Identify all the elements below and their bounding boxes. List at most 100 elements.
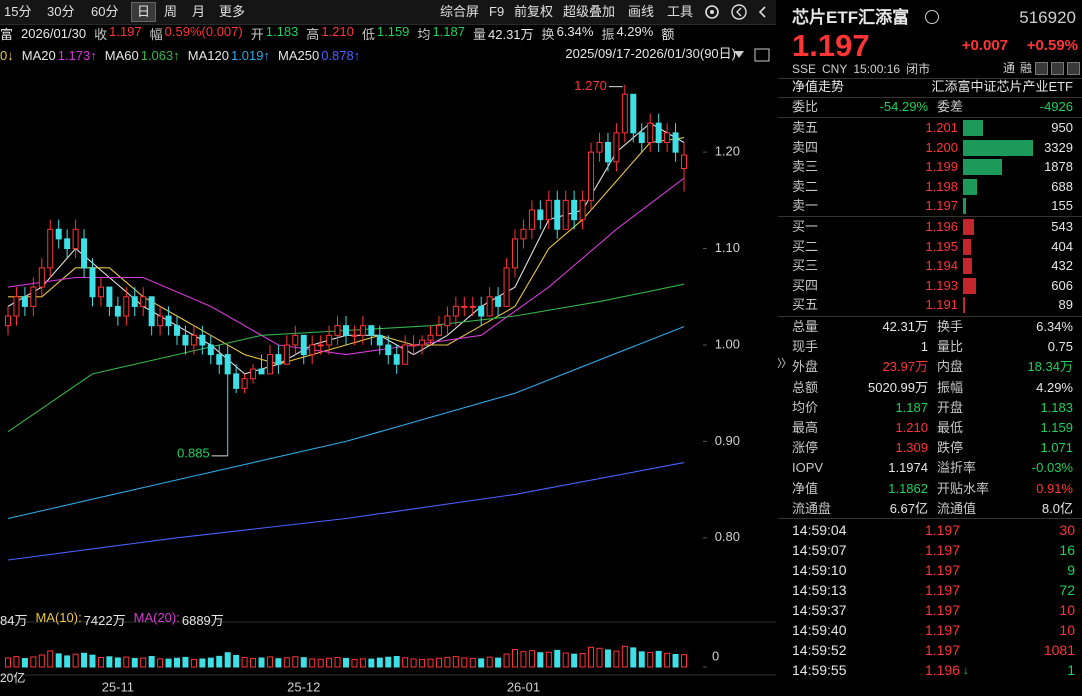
period-tab[interactable]: 更多 bbox=[219, 4, 246, 19]
volume-bar bbox=[114, 657, 121, 668]
back-icon[interactable] bbox=[731, 4, 747, 20]
candle-body bbox=[21, 296, 28, 307]
period-tab[interactable]: 日 bbox=[131, 2, 157, 22]
stat-value: 1.071 bbox=[1040, 440, 1073, 456]
stat-label: 现手 bbox=[792, 339, 819, 355]
stat-label: 开贴水率 bbox=[937, 480, 990, 496]
book-volume: 404 bbox=[1051, 238, 1073, 254]
candle-body bbox=[630, 93, 637, 134]
book-label: 卖三 bbox=[792, 159, 819, 175]
tool-button[interactable]: 工具 bbox=[667, 4, 694, 19]
ma-name: MA60 bbox=[104, 47, 139, 63]
tool-button[interactable]: 前复权 bbox=[514, 4, 554, 19]
trade-time: 14:59:07 bbox=[792, 542, 847, 558]
tool-button[interactable]: 超级叠加 bbox=[563, 4, 616, 19]
ma-line bbox=[7, 462, 685, 561]
security-name: 芯片ETF汇添富 bbox=[792, 7, 910, 27]
book-price: 1.196 bbox=[925, 219, 958, 234]
volume-bar bbox=[655, 650, 662, 668]
info-value: 6.34% bbox=[556, 23, 594, 39]
book-volume: 89 bbox=[1058, 297, 1073, 313]
info-pair: 幅 0.59%(0.007) bbox=[150, 24, 243, 43]
book-label: 卖四 bbox=[792, 139, 819, 155]
market-line: SSE CNY 15:00:16 闭市 bbox=[792, 61, 930, 77]
volume-bar bbox=[664, 652, 671, 668]
stat-value: 6.67亿 bbox=[889, 500, 928, 516]
book-price: 1.199 bbox=[925, 159, 958, 175]
info-icon[interactable] bbox=[925, 10, 939, 24]
ma-legend-item: MA250 0.878↑ bbox=[278, 48, 360, 63]
candle-body bbox=[435, 325, 442, 336]
separator bbox=[778, 216, 1082, 217]
book-price: 1.197 bbox=[925, 198, 958, 214]
stat-value: 4.29% bbox=[1036, 379, 1073, 395]
book-volume: 543 bbox=[1051, 219, 1073, 234]
volume-bar bbox=[207, 657, 214, 668]
tool-button[interactable]: F9 bbox=[489, 4, 505, 19]
expand-icon[interactable] bbox=[777, 355, 787, 371]
stat-label: 溢折率 bbox=[937, 460, 977, 476]
volume-bar bbox=[596, 647, 603, 668]
candle-body bbox=[241, 378, 248, 389]
volume-legend-item: MA(10): 7422万 bbox=[35, 610, 125, 629]
period-tab[interactable]: 15分 bbox=[4, 4, 32, 19]
candle-body bbox=[89, 267, 96, 298]
book-price: 1.201 bbox=[925, 120, 958, 135]
info-label: 高 bbox=[306, 26, 320, 42]
candle-body bbox=[157, 315, 164, 327]
settings-icon[interactable] bbox=[705, 5, 719, 19]
nav-link[interactable]: 净值走势 bbox=[792, 79, 845, 94]
info-line: 富 2026/01/30 收 1.197 幅 0.59%(0.007) 开 1.183 高 1.2… bbox=[0, 23, 776, 43]
candle-body bbox=[469, 305, 476, 308]
period-tab[interactable]: 月 bbox=[192, 4, 206, 19]
candle-body bbox=[503, 267, 510, 307]
volume-bar bbox=[182, 656, 189, 668]
separator bbox=[778, 97, 1082, 98]
collapse-icon[interactable] bbox=[758, 6, 766, 18]
stat-value: 1.210 bbox=[895, 420, 928, 435]
volume-bar bbox=[410, 658, 417, 668]
volume-bar bbox=[537, 652, 544, 668]
volume-bar bbox=[579, 652, 586, 668]
volume-bar bbox=[334, 657, 341, 668]
period-tab[interactable]: 60分 bbox=[91, 4, 119, 19]
tool-button[interactable]: 画线 bbox=[628, 4, 655, 19]
x-tick-label: 26-01 bbox=[507, 679, 540, 694]
candle-body bbox=[528, 209, 535, 230]
info-label: 量 bbox=[472, 26, 486, 42]
stat-label: 外盘 bbox=[792, 359, 819, 375]
ratio-value: -4926 bbox=[1039, 99, 1073, 114]
volume-bar bbox=[224, 652, 231, 668]
tool-button[interactable]: 综合屏 bbox=[440, 4, 480, 19]
info-value: 42.31万 bbox=[488, 26, 534, 42]
dropdown-icon[interactable] bbox=[734, 51, 744, 58]
expand-chevrons bbox=[777, 357, 786, 369]
period-tab[interactable]: 30分 bbox=[47, 4, 75, 19]
trade-price: 1.196 bbox=[924, 662, 960, 678]
candle-body bbox=[512, 238, 518, 269]
volume-bar bbox=[343, 657, 349, 668]
volume-bar bbox=[131, 657, 138, 668]
back-icon-chevron bbox=[736, 7, 742, 17]
candle-body bbox=[419, 339, 426, 346]
stat-label: 开盘 bbox=[937, 399, 964, 415]
candle-body bbox=[376, 334, 383, 346]
trade-price: 1.197 bbox=[924, 522, 960, 538]
volume-ma-name: MA(20): bbox=[133, 609, 180, 625]
info-pair: 振 4.29% bbox=[601, 24, 653, 43]
candle-body bbox=[131, 296, 138, 307]
stat-label: 内盘 bbox=[937, 359, 964, 375]
stat-value: 1 bbox=[920, 339, 928, 355]
ma-value: 1.173↑ bbox=[57, 47, 97, 63]
window-icon[interactable] bbox=[754, 48, 770, 62]
ma-name: MA120 bbox=[187, 47, 229, 63]
volume-bar bbox=[444, 656, 451, 668]
ma-value: 1.019↑ bbox=[230, 47, 271, 63]
period-tab[interactable]: 周 bbox=[164, 4, 178, 19]
volume-bar bbox=[199, 658, 206, 668]
volume-bar bbox=[385, 656, 392, 668]
volume-bar bbox=[300, 657, 307, 668]
volume-bar bbox=[621, 645, 628, 668]
info-text: 额 bbox=[661, 26, 675, 42]
candle-body bbox=[317, 344, 324, 347]
